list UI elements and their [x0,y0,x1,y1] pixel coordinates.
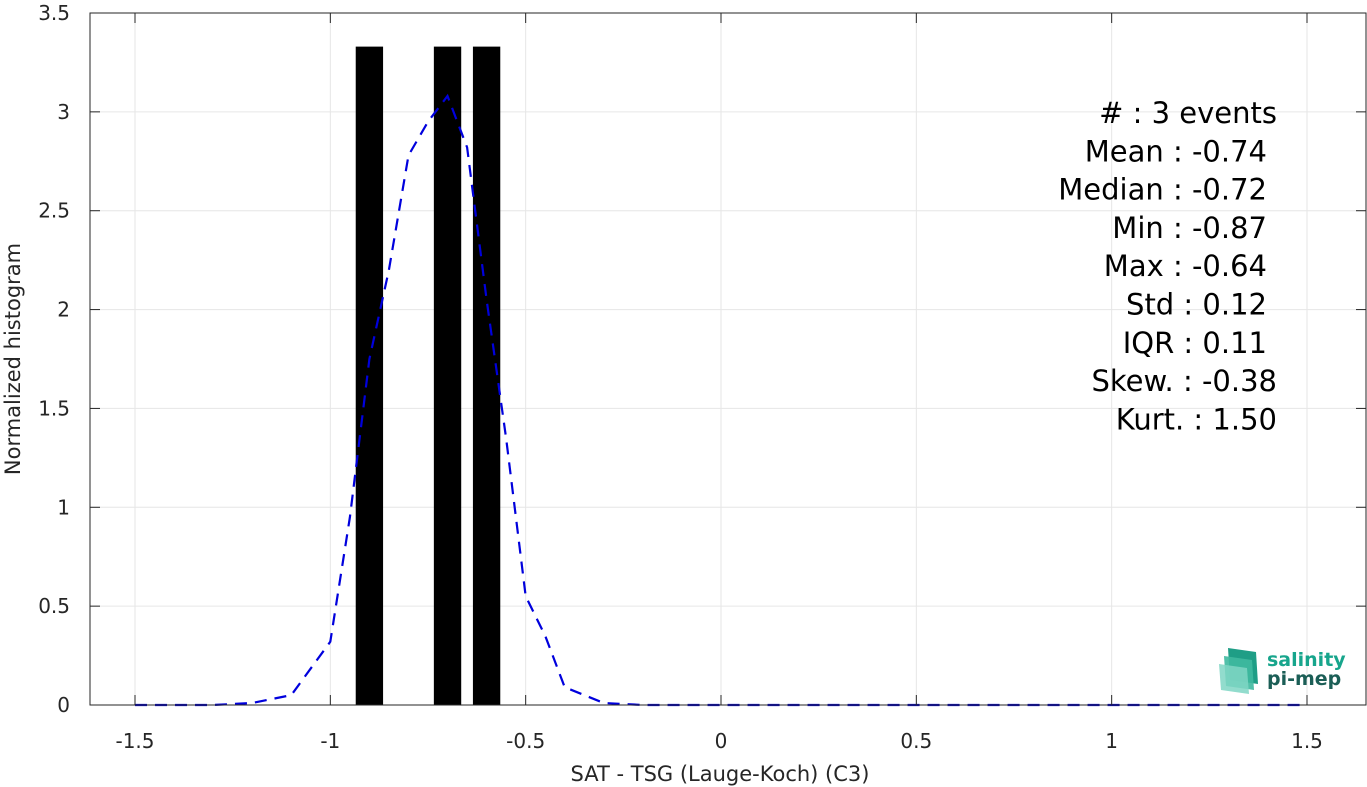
x-tick-label: 1 [1105,729,1118,753]
stats-line: Max : -0.64 [1104,249,1267,283]
x-tick-label: -1.5 [115,729,154,753]
x-tick-labels: -1.5 -1 -0.5 0 0.5 1 1.5 [115,729,1322,753]
stats-line: Kurt. : 1.50 [1116,402,1277,436]
y-tick-label: 3.5 [38,1,70,25]
stats-line: IQR : 0.11 [1123,326,1267,360]
y-tick-labels: 0 0.5 1 1.5 2 2.5 3 3.5 [38,1,70,717]
stats-line: Mean : -0.74 [1085,134,1267,168]
y-axis-label: Normalized histogram [1,243,25,475]
axis-ticks [90,12,1366,706]
histogram-bar [355,46,384,705]
x-axis-label: SAT - TSG (Lauge-Koch) (C3) [571,762,870,786]
stats-line: # : 3 events [1099,96,1277,130]
stats-line: Median : -0.72 [1058,173,1267,207]
logo-line1: salinity [1267,649,1346,671]
y-tick-label: 0.5 [38,594,70,618]
y-tick-label: 3 [57,100,70,124]
x-tick-label: -1 [320,729,340,753]
stats-line: Skew. : -0.38 [1091,364,1277,398]
histogram-bars [355,46,501,705]
stats-line: Std : 0.12 [1126,288,1267,322]
salinity-pi-mep-logo: salinity pi-mep [1219,648,1346,694]
histogram-bar [433,46,462,705]
y-tick-label: 2.5 [38,199,70,223]
logo-icon [1219,648,1258,694]
density-line [135,93,1307,707]
x-tick-label: 1.5 [1291,729,1323,753]
density-curve [135,93,1307,707]
y-tick-label: 1 [57,495,70,519]
plot-frame [89,12,1367,706]
x-tick-label: 0.5 [900,729,932,753]
y-tick-label: 2 [57,298,70,322]
x-tick-label: -0.5 [506,729,545,753]
y-tick-label: 1.5 [38,396,70,420]
stats-annotation: # : 3 events Mean : -0.74 Median : -0.72 Mi… [1058,96,1277,436]
grid-lines [90,13,1366,705]
histogram-bar [472,46,501,705]
y-tick-label: 0 [57,693,70,717]
plot-background [90,13,1366,705]
stats-line: Min : -0.87 [1112,211,1267,245]
logo-line2: pi-mep [1267,668,1341,690]
x-tick-label: 0 [715,729,728,753]
